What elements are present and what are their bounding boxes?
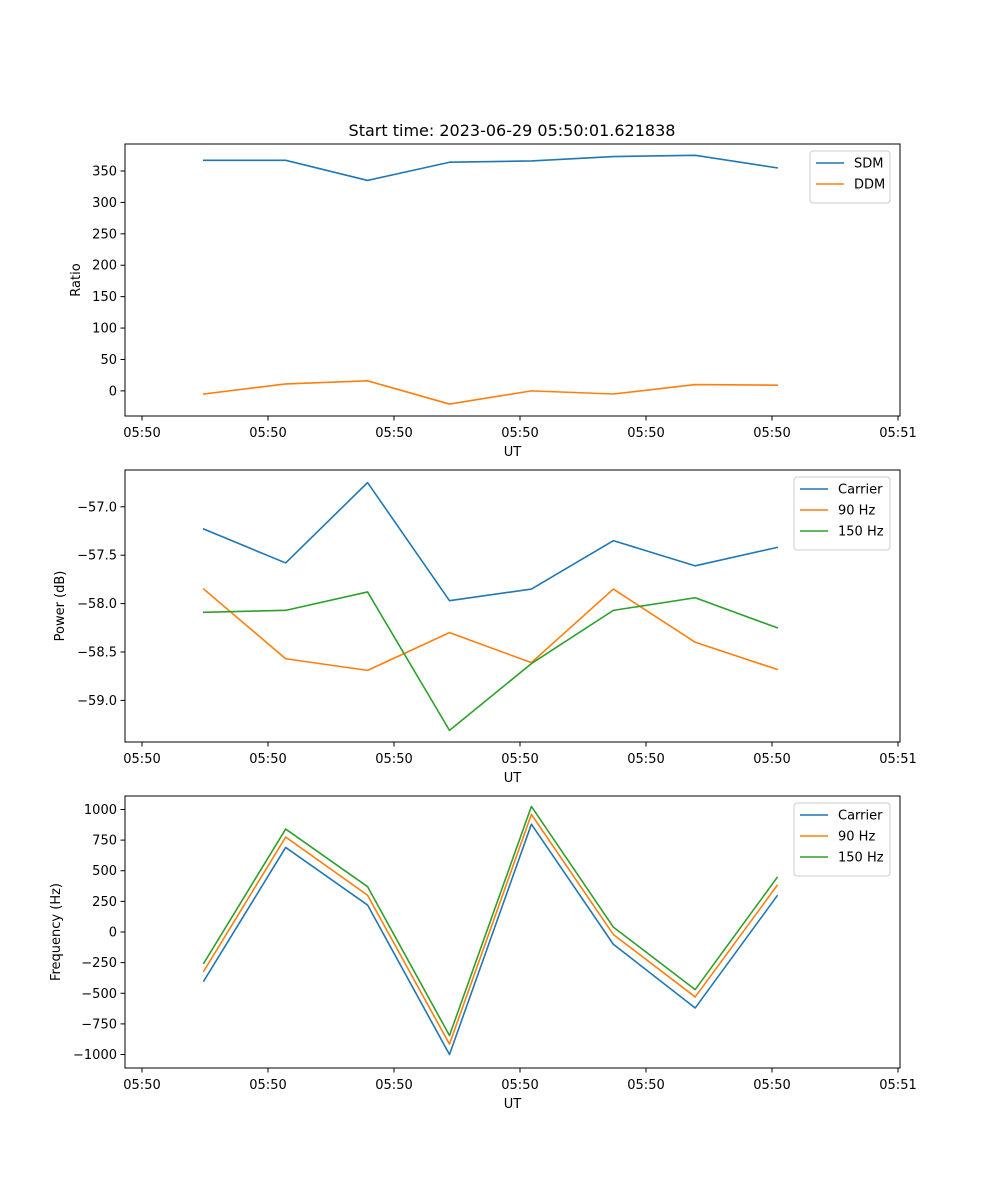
ratio-x-tick-label: 05:50 bbox=[501, 426, 538, 441]
ratio-x-tick-label: 05:50 bbox=[249, 426, 286, 441]
frequency-series-lines bbox=[202, 805, 779, 1056]
power-legend-90-hz-label: 90 Hz bbox=[838, 504, 875, 519]
ratio-y-tick-label: 50 bbox=[100, 353, 117, 368]
ratio-y-tick-label: 150 bbox=[92, 290, 117, 305]
ratio-x-tick-label: 05:50 bbox=[753, 426, 790, 441]
frequency-carrier-line bbox=[202, 823, 779, 1056]
ratio-x-tick-label: 05:51 bbox=[879, 426, 916, 441]
power-x-axis-label: UT bbox=[504, 771, 522, 786]
frequency-x-axis-label: UT bbox=[504, 1097, 522, 1112]
power-150-hz-line bbox=[202, 591, 779, 732]
ratio-legend-box bbox=[809, 150, 891, 204]
frequency-y-tick-label: 1000 bbox=[84, 803, 117, 818]
figure-title: Start time: 2023-06-29 05:50:01.621838 bbox=[349, 121, 676, 140]
ratio-y-tick-label: 100 bbox=[92, 322, 117, 337]
power-y-tick-label: −59.0 bbox=[77, 694, 117, 709]
frequency-y-tick-label: 750 bbox=[92, 834, 117, 849]
power-x-tick-label: 05:50 bbox=[627, 752, 664, 767]
frequency-legend: Carrier 90 Hz 150 Hz bbox=[793, 802, 891, 877]
frequency-150-hz-line bbox=[202, 805, 779, 1037]
frequency-y-tick-label: 500 bbox=[92, 864, 117, 879]
ratio-legend-sdm-label: SDM bbox=[854, 157, 883, 172]
frequency-y-tick-label: 250 bbox=[92, 895, 117, 910]
power-axes-frame bbox=[124, 469, 901, 743]
power-x-tick-label: 05:50 bbox=[249, 752, 286, 767]
ratio-sdm-line bbox=[202, 154, 779, 182]
ratio-x-axis-label: UT bbox=[504, 445, 522, 460]
frequency-x-tick-label: 05:50 bbox=[375, 1078, 412, 1093]
frequency-90-hz-line bbox=[202, 813, 779, 1045]
power-legend-carrier-label: Carrier bbox=[838, 483, 883, 498]
power-x-tick-label: 05:50 bbox=[375, 752, 412, 767]
frequency-x-tick-label: 05:50 bbox=[501, 1078, 538, 1093]
power-x-tick-label: 05:50 bbox=[123, 752, 160, 767]
ratio-ddm-line bbox=[202, 380, 778, 405]
power-carrier-line bbox=[202, 481, 779, 602]
frequency-legend-90-hz-label: 90 Hz bbox=[838, 830, 875, 845]
ratio-y-tick-label: 0 bbox=[109, 384, 117, 399]
ratio-x-tick-label: 05:50 bbox=[627, 426, 664, 441]
frequency-legend-carrier-label: Carrier bbox=[838, 809, 883, 824]
frequency-y-axis-label: Frequency (Hz) bbox=[49, 883, 64, 981]
frequency-x-tick-label: 05:50 bbox=[753, 1078, 790, 1093]
ratio-y-tick-label: 200 bbox=[92, 259, 117, 274]
ratio-panel: 05:50 05:50 05:50 05:50 05:50 05:50 05:51 0 50 10… bbox=[69, 143, 917, 460]
ratio-y-tick-label: 300 bbox=[92, 196, 117, 211]
power-y-tick-label: −57.0 bbox=[77, 500, 117, 515]
power-x-tick-label: 05:50 bbox=[501, 752, 538, 767]
power-y-tick-label: −57.5 bbox=[77, 549, 117, 564]
power-y-tick-label: −58.0 bbox=[77, 597, 117, 612]
ratio-axes-frame bbox=[124, 143, 901, 417]
frequency-panel: 05:50 05:50 05:50 05:50 05:50 05:50 05:51 1000 7… bbox=[49, 795, 917, 1112]
ratio-series-lines bbox=[202, 154, 779, 405]
frequency-legend-150-hz-label: 150 Hz bbox=[838, 851, 884, 866]
power-x-tick-label: 05:50 bbox=[753, 752, 790, 767]
power-panel: 05:50 05:50 05:50 05:50 05:50 05:50 05:51 −57.0… bbox=[53, 469, 917, 786]
ratio-y-axis-label: Ratio bbox=[69, 263, 84, 296]
ratio-y-tick-label: 350 bbox=[92, 165, 117, 180]
ratio-x-tick-label: 05:50 bbox=[123, 426, 160, 441]
ratio-x-tick-label: 05:50 bbox=[375, 426, 412, 441]
frequency-x-tick-label: 05:50 bbox=[123, 1078, 160, 1093]
frequency-x-tick-label: 05:50 bbox=[627, 1078, 664, 1093]
power-series-lines bbox=[202, 481, 779, 732]
power-legend-150-hz-label: 150 Hz bbox=[838, 525, 884, 540]
frequency-x-tick-label: 05:51 bbox=[879, 1078, 916, 1093]
power-x-tick-label: 05:51 bbox=[879, 752, 916, 767]
frequency-x-tick-label: 05:50 bbox=[249, 1078, 286, 1093]
power-90-hz-line bbox=[202, 587, 779, 672]
ratio-y-tick-label: 250 bbox=[92, 227, 117, 242]
frequency-y-tick-label: 0 bbox=[109, 926, 117, 941]
frequency-y-tick-label: −250 bbox=[81, 956, 117, 971]
frequency-y-tick-label: −750 bbox=[81, 1017, 117, 1032]
power-legend: Carrier 90 Hz 150 Hz bbox=[793, 476, 891, 551]
frequency-y-tick-label: −500 bbox=[81, 987, 117, 1002]
frequency-y-tick-label: −1000 bbox=[73, 1048, 117, 1063]
power-y-tick-label: −58.5 bbox=[77, 645, 117, 660]
power-y-axis-label: Power (dB) bbox=[53, 571, 68, 642]
ratio-legend-ddm-label: DDM bbox=[854, 178, 885, 193]
ratio-legend: SDM DDM bbox=[809, 150, 891, 204]
